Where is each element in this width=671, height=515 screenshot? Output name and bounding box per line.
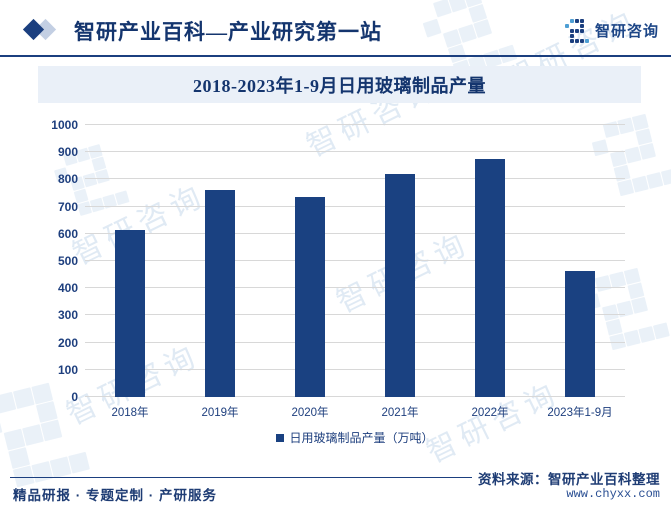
gridline: [85, 205, 625, 207]
chart-title: 2018-2023年1-9月日用玻璃制品产量: [193, 75, 486, 96]
gridline: [85, 396, 625, 397]
x-tick-label: 2021年: [381, 407, 419, 419]
bar: [295, 197, 325, 397]
x-tick-label: 2023年1-9月: [547, 407, 613, 419]
footer-website[interactable]: www.chyxx.com: [566, 487, 660, 501]
footer-services: 精品研报 · 专题定制 · 产研服务: [13, 488, 217, 503]
y-tick-label: 300: [57, 308, 78, 323]
legend-marker-icon: [276, 433, 285, 442]
y-tick-label: 400: [57, 281, 78, 296]
gridline: [85, 232, 625, 234]
chart-title-band: 2018-2023年1-9月日用玻璃制品产量: [38, 66, 641, 103]
bar-column: [265, 125, 355, 397]
bar: [205, 190, 235, 397]
x-axis-labels: 2018年 2019年 2020年 2021年 2022年 2023年1-9月: [85, 404, 625, 420]
bar-column: [85, 125, 175, 397]
gridline: [85, 341, 625, 343]
gridline: [85, 151, 625, 153]
diamond-icon: [22, 18, 62, 43]
y-tick-label: 200: [57, 335, 78, 350]
header-bar: 智研产业百科—产业研究第一站 智研咨询: [0, 0, 671, 57]
header-title: 智研产业百科—产业研究第一站: [74, 19, 382, 44]
gridline: [85, 368, 625, 370]
brand-left: 智研产业百科—产业研究第一站: [22, 16, 382, 46]
footer-source: 资料来源：智研产业百科整理: [478, 472, 660, 487]
gridline: [85, 178, 625, 180]
y-tick-label: 100: [57, 362, 78, 377]
bar: [385, 173, 415, 397]
footer-divider: [10, 477, 472, 478]
logo-text: 智研咨询: [594, 23, 659, 40]
gridline: [85, 260, 625, 261]
bar: [565, 270, 595, 397]
bar: [115, 229, 145, 397]
legend-label: 日用玻璃制品产量（万吨）: [289, 431, 434, 445]
bar-column: [175, 125, 265, 397]
x-tick-label: 2022年: [471, 407, 509, 419]
y-tick-label: 700: [57, 199, 78, 214]
chart-legend: 日用玻璃制品产量（万吨）: [85, 429, 625, 446]
y-tick-label: 0: [71, 390, 78, 404]
y-tick-label: 900: [57, 145, 78, 160]
y-tick-label: 600: [57, 226, 78, 241]
y-tick-label: 500: [57, 254, 78, 268]
x-tick-label: 2020年: [291, 407, 329, 419]
plot-area: [85, 124, 625, 397]
bar-column: [355, 125, 445, 397]
bar-column: [535, 125, 625, 397]
x-tick-label: 2019年: [201, 407, 239, 419]
y-tick-label: 1000: [51, 118, 78, 132]
zhiyan-logo-icon: [564, 18, 589, 43]
y-tick-label: 800: [57, 172, 78, 187]
gridline: [85, 287, 625, 289]
bar: [475, 159, 505, 397]
brand-logo: 智研咨询: [564, 18, 659, 43]
x-tick-label: 2018年: [111, 407, 149, 419]
bar-column: [445, 125, 535, 397]
gridline: [85, 124, 625, 125]
gridline: [85, 314, 625, 316]
